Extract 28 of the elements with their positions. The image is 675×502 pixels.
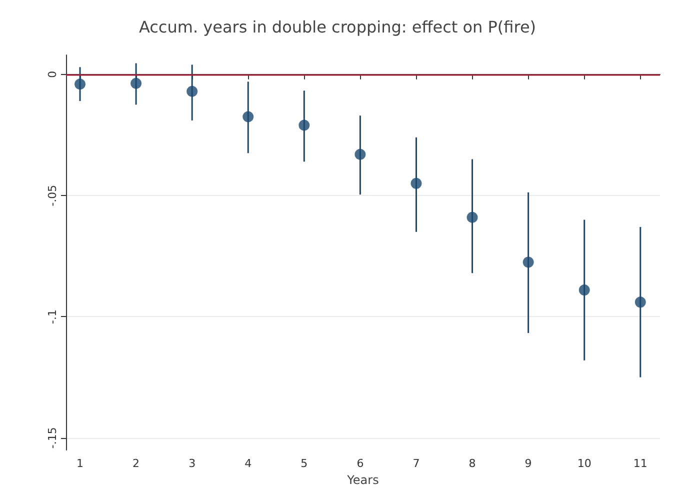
point <box>74 78 86 90</box>
point <box>634 296 646 308</box>
x-tick-label: 3 <box>188 457 196 470</box>
point <box>410 178 422 189</box>
point <box>522 256 534 268</box>
y-tick-label: -.1 <box>46 309 59 324</box>
y-tick-label: -.15 <box>46 427 59 449</box>
point <box>466 212 478 223</box>
y-tick-label: -.05 <box>46 184 59 206</box>
x-tick-label: 9 <box>524 457 532 470</box>
x-tick-label: 4 <box>244 457 252 470</box>
x-tick-label: 11 <box>633 457 648 470</box>
point <box>242 111 254 122</box>
x-tick-label: 10 <box>577 457 592 470</box>
x-tick-label: 8 <box>468 457 476 470</box>
x-tick-label: 2 <box>132 457 140 470</box>
point <box>354 148 366 160</box>
point <box>186 86 198 97</box>
x-axis-title: Years <box>346 472 379 487</box>
x-tick-label: 1 <box>76 457 84 470</box>
x-tick-label: 6 <box>356 457 364 470</box>
x-tick-label: 7 <box>412 457 420 470</box>
point <box>578 284 590 296</box>
y-tick-label: 0 <box>46 70 59 78</box>
point <box>130 78 142 89</box>
point <box>298 120 310 131</box>
chart-title: Accum. years in double cropping: effect on P(fire) <box>138 18 536 36</box>
x-tick-label: 5 <box>300 457 308 470</box>
